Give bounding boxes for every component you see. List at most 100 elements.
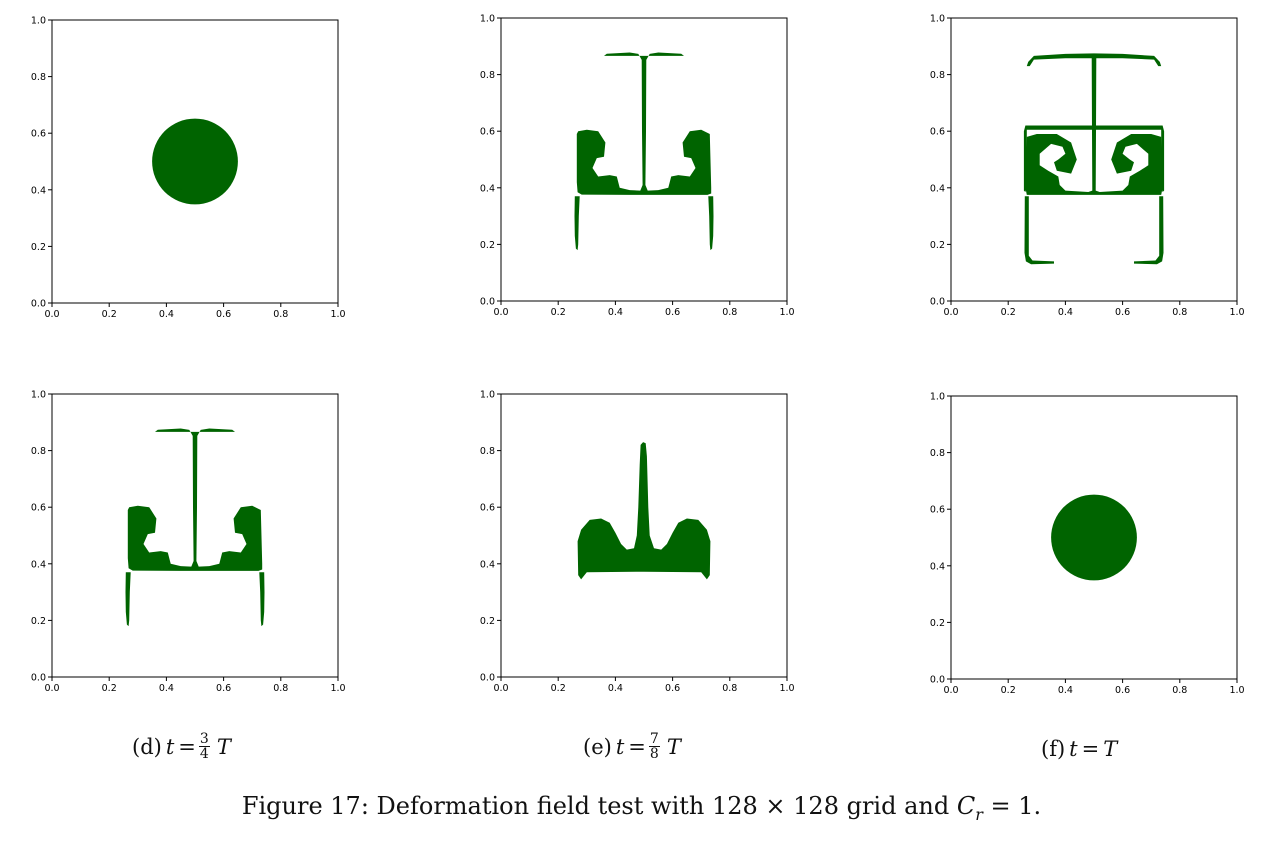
x-tick-label: 1.0 — [1229, 307, 1244, 318]
fraction-numerator: 3 — [198, 731, 210, 747]
y-tick-label: 0.6 — [480, 127, 495, 138]
panel-b: 0.0 0.2 0.4 0.6 0.8 1.0 0.0 0.2 0.4 0.6 0.8 1.0 — [469, 10, 799, 322]
x-tick-label: 0.4 — [159, 309, 174, 320]
shape-circle — [152, 118, 238, 205]
y-tick-label: 0.8 — [480, 446, 495, 457]
y-tick-label: 0.2 — [31, 242, 46, 253]
y-tick-label: 0.0 — [31, 673, 46, 684]
shape-deformed — [1023, 53, 1165, 265]
figure-caption-prefix: Figure 17: Deformation field test with 1… — [241, 792, 957, 820]
y-tick-label: 0.8 — [31, 72, 46, 83]
y-tick-label: 0.4 — [930, 561, 945, 572]
x-tick-label: 0.6 — [1115, 307, 1130, 318]
y-tick-label: 0.6 — [31, 503, 46, 514]
caption-label: (f) — [1041, 737, 1066, 761]
x-tick-label: 0.0 — [493, 683, 508, 694]
caption-tail: T — [216, 734, 231, 759]
caption-fraction: 3 4 — [198, 731, 210, 762]
x-tick-label: 0.8 — [722, 683, 737, 694]
y-tick-label: 0.2 — [930, 618, 945, 629]
caption-eq: = — [1081, 737, 1100, 761]
y-tick-label: 0.4 — [480, 559, 495, 570]
caption-f: (f) t = T — [1041, 737, 1121, 761]
deformed-region — [574, 196, 580, 251]
caption-eq: = — [178, 734, 196, 759]
y-tick-label: 0.4 — [930, 183, 945, 194]
x-tick-label: 0.2 — [551, 683, 566, 694]
deformed-region — [259, 572, 265, 627]
caption-tail: T — [666, 734, 681, 759]
caption-fraction: 7 8 — [648, 732, 660, 761]
x-tick-label: 0.2 — [102, 309, 117, 320]
x-tick-label: 0.0 — [943, 307, 958, 318]
x-tick-label: 0.8 — [1172, 307, 1187, 318]
x-tick-label: 0.8 — [1172, 685, 1187, 696]
circle-shape — [1051, 494, 1137, 581]
y-tick-label: 0.0 — [480, 673, 495, 684]
y-tick-label: 0.0 — [31, 299, 46, 310]
figure-caption-sub: r — [975, 804, 983, 824]
x-tick-label: 0.0 — [493, 307, 508, 318]
figure-caption-suffix: = 1. — [982, 792, 1042, 820]
y-tick-label: 0.0 — [930, 675, 945, 686]
caption-var: t — [615, 734, 625, 759]
y-tick-label: 0.8 — [930, 448, 945, 459]
shape-deformed — [125, 428, 265, 627]
x-tick-label: 0.8 — [273, 309, 288, 320]
x-tick-label: 0.4 — [1058, 685, 1073, 696]
shape-deformed — [577, 442, 711, 580]
x-tick-label: 0.4 — [608, 307, 623, 318]
x-tick-label: 0.2 — [551, 307, 566, 318]
y-tick-label: 1.0 — [930, 392, 945, 403]
figure-caption-var: C — [956, 792, 976, 820]
y-tick-label: 0.4 — [31, 559, 46, 570]
deformed-region — [125, 572, 131, 627]
x-tick-label: 1.0 — [330, 683, 345, 694]
deformed-region — [1025, 53, 1163, 195]
caption-label: (d) — [132, 734, 162, 759]
y-tick-label: 0.8 — [930, 70, 945, 81]
x-tick-label: 1.0 — [779, 307, 794, 318]
plot-frame — [950, 395, 1238, 680]
panel-a: 0.0 0.2 0.4 0.6 0.8 1.0 0.0 0.2 0.4 0.6 0.8 1.0 — [20, 10, 350, 322]
y-tick-label: 1.0 — [31, 390, 46, 401]
x-tick-label: 0.2 — [102, 683, 117, 694]
figure-caption: Figure 17: Deformation field test with 1… — [0, 792, 1273, 824]
deformed-region — [1134, 196, 1164, 265]
x-tick-label: 0.6 — [1115, 685, 1130, 696]
deformed-region — [577, 442, 711, 580]
y-tick-label: 0.6 — [930, 505, 945, 516]
caption-var: t — [1069, 737, 1078, 761]
y-tick-label: 0.4 — [31, 185, 46, 196]
caption-e: (e) t = 7 8 T — [583, 732, 685, 761]
x-tick-label: 1.0 — [1229, 685, 1244, 696]
y-tick-label: 0.6 — [31, 129, 46, 140]
y-tick-label: 0.2 — [480, 616, 495, 627]
x-tick-label: 0.8 — [722, 307, 737, 318]
y-tick-label: 1.0 — [480, 14, 495, 25]
y-tick-label: 1.0 — [930, 14, 945, 25]
x-tick-label: 0.4 — [608, 683, 623, 694]
x-tick-label: 0.0 — [44, 309, 59, 320]
panel-c: 0.0 0.2 0.4 0.6 0.8 1.0 0.0 0.2 0.4 0.6 0.8 1.0 — [919, 10, 1249, 322]
caption-var: t — [165, 734, 175, 759]
x-tick-label: 0.4 — [159, 683, 174, 694]
caption-d: (d) t = 3 4 T — [132, 732, 235, 761]
circle-shape — [152, 118, 238, 205]
x-tick-label: 0.0 — [943, 685, 958, 696]
shape-deformed — [574, 52, 714, 251]
y-tick-label: 0.4 — [480, 183, 495, 194]
panel-d: 0.0 0.2 0.4 0.6 0.8 1.0 0.0 0.2 0.4 0.6 0.8 1.0 — [20, 386, 350, 698]
fraction-denominator: 4 — [199, 746, 209, 762]
deformed-region — [1024, 196, 1054, 265]
caption-label: (e) — [583, 734, 612, 759]
x-tick-label: 0.6 — [665, 683, 680, 694]
deformed-region — [708, 196, 714, 251]
y-tick-label: 0.6 — [930, 127, 945, 138]
x-tick-label: 0.2 — [1001, 685, 1016, 696]
x-tick-label: 0.8 — [273, 683, 288, 694]
y-tick-label: 0.0 — [930, 297, 945, 308]
deformed-region — [576, 52, 712, 195]
y-tick-label: 0.2 — [480, 240, 495, 251]
x-tick-label: 0.6 — [665, 307, 680, 318]
